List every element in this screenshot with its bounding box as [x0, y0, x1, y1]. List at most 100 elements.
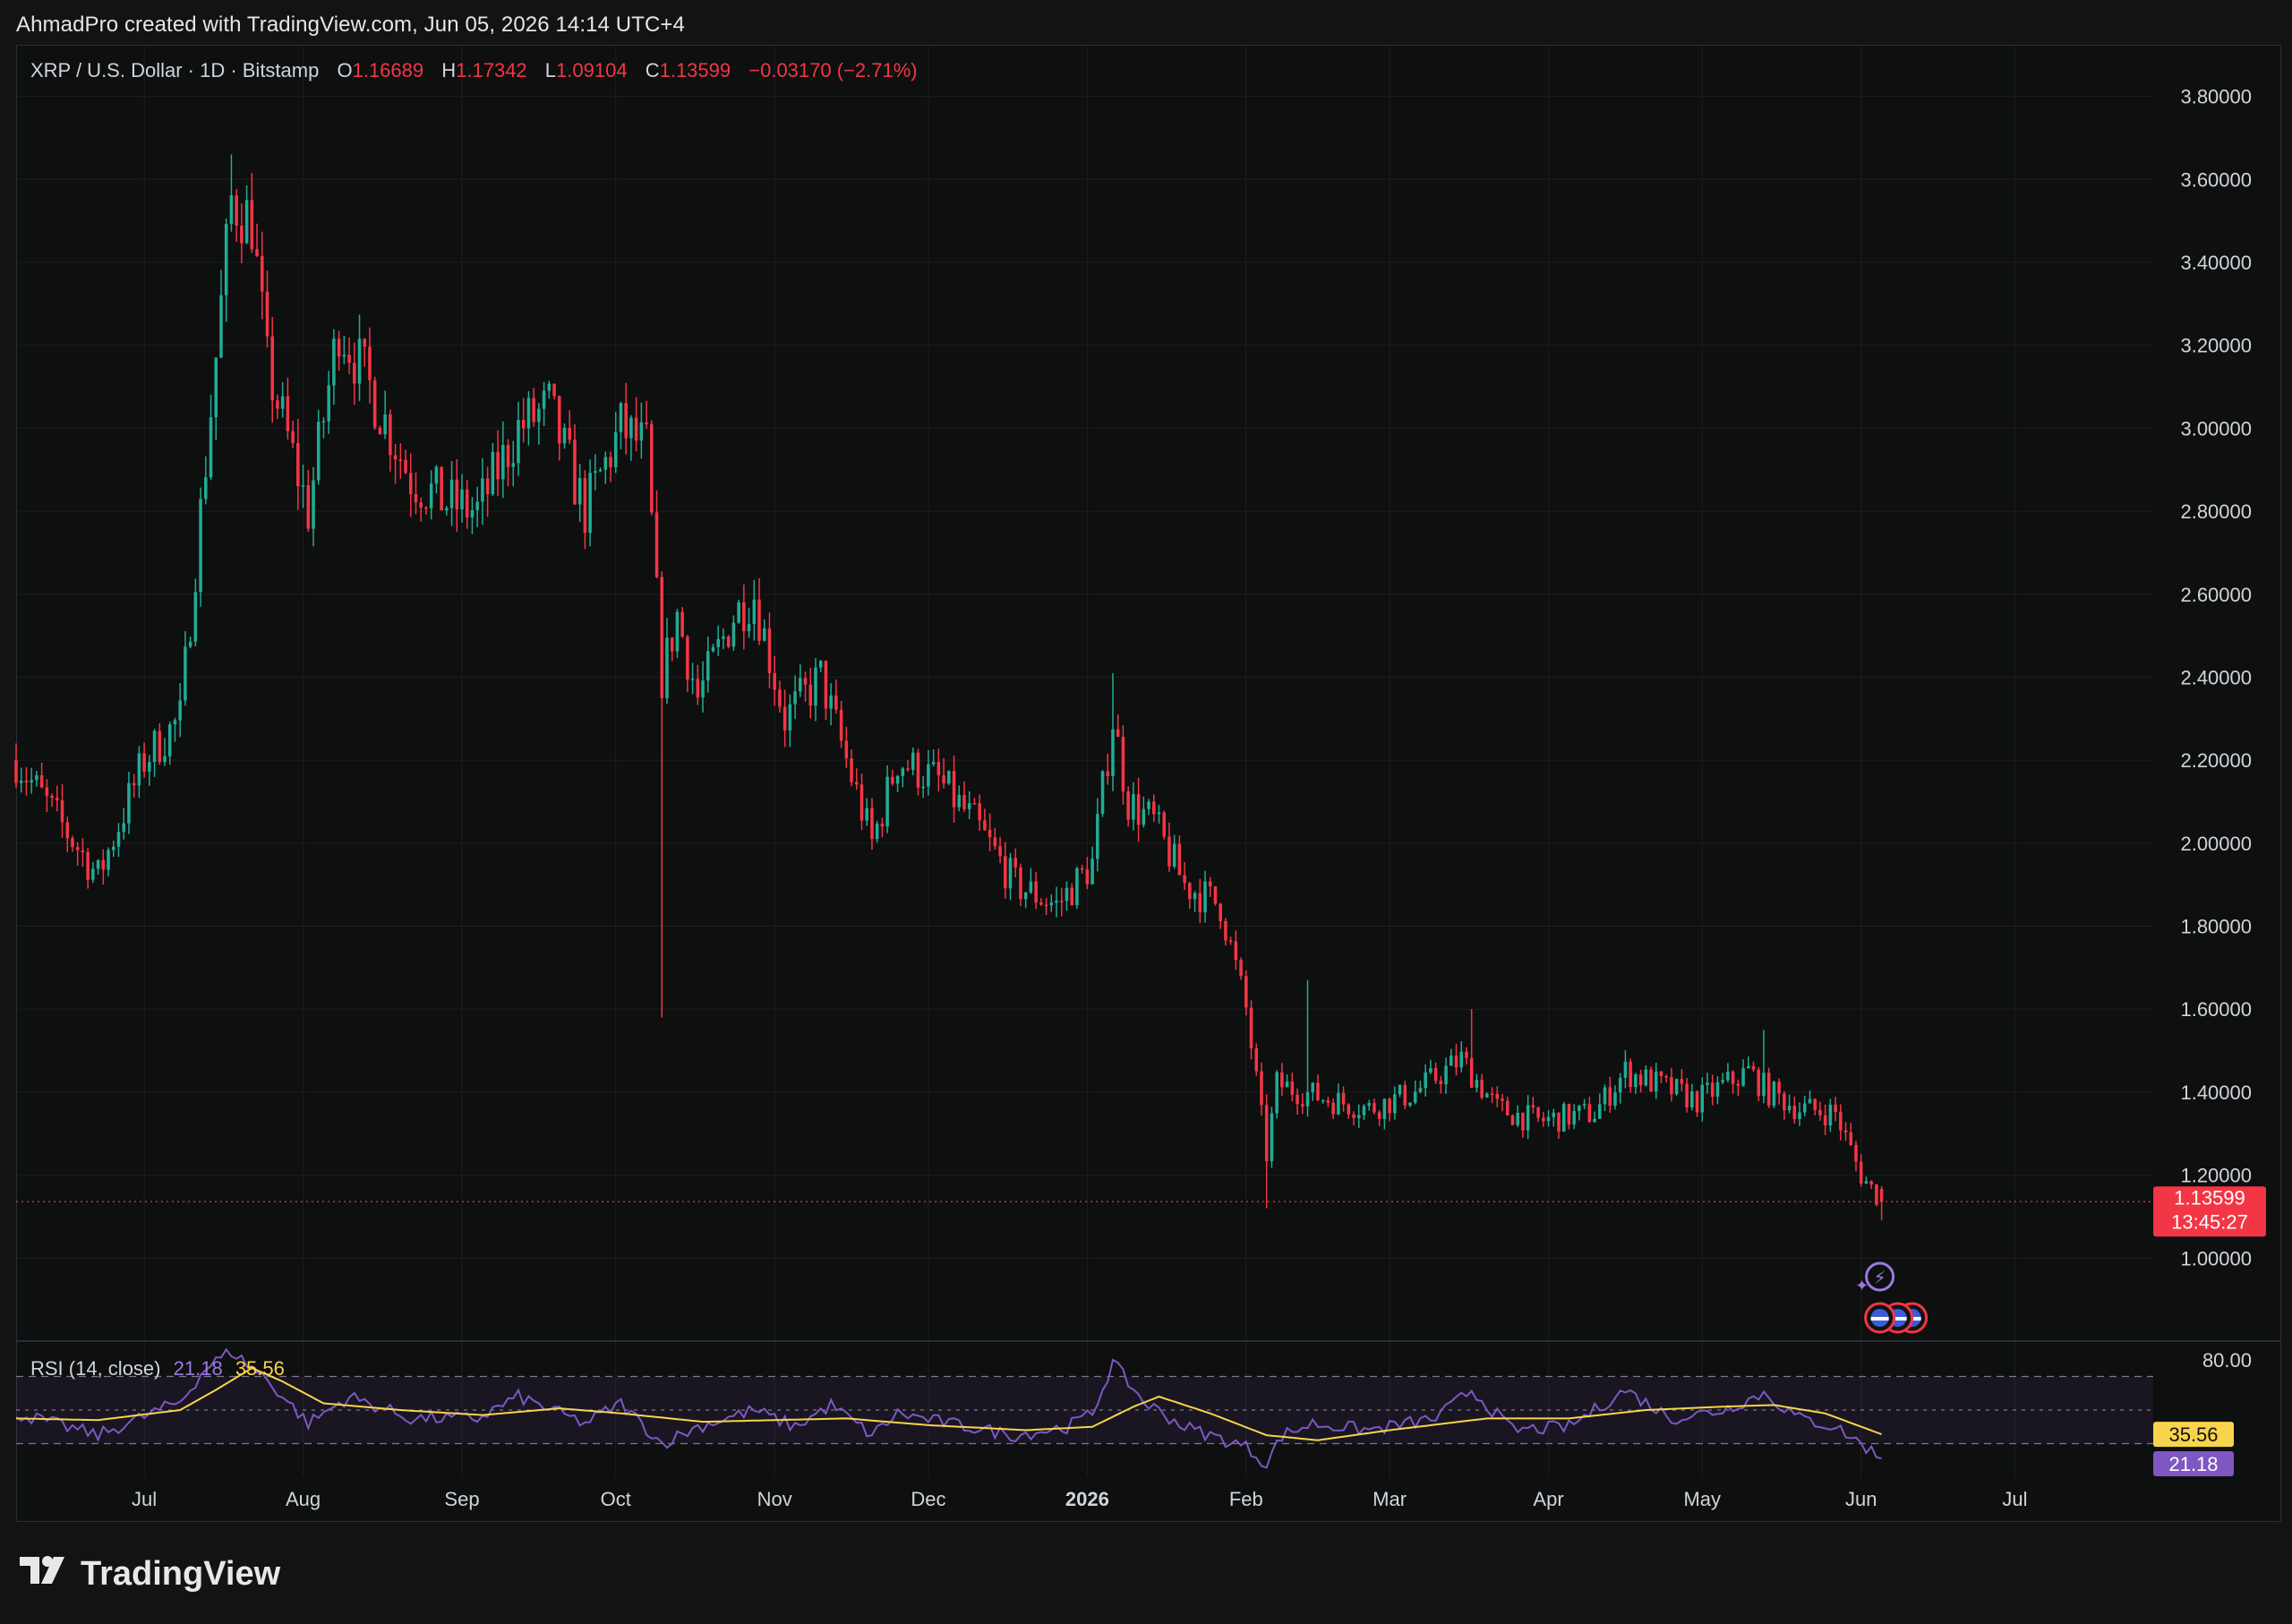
candle-body: [1762, 1073, 1766, 1097]
candle-body: [752, 599, 757, 624]
candle-body: [301, 485, 305, 487]
candle-body: [1501, 1098, 1504, 1101]
candle-body: [767, 628, 772, 673]
candle-body: [178, 700, 182, 721]
candle-body: [163, 756, 167, 763]
candle-body: [1674, 1079, 1679, 1095]
candle-body: [127, 782, 131, 824]
candle-body: [716, 638, 720, 647]
candle-body: [1485, 1093, 1489, 1098]
candle-body: [1552, 1112, 1556, 1117]
candle-body: [552, 383, 556, 397]
candle-body: [1546, 1116, 1551, 1122]
candle-body: [639, 422, 644, 441]
candle-body: [957, 794, 962, 808]
candle-body: [1859, 1161, 1863, 1184]
candle-body: [1818, 1109, 1822, 1115]
x-tick-label: Jun: [1845, 1488, 1877, 1510]
candle-body: [1249, 1007, 1253, 1049]
candle-body: [250, 200, 254, 250]
candle-body: [1136, 794, 1141, 825]
x-tick-label: Feb: [1229, 1488, 1263, 1510]
candle-body: [353, 363, 356, 384]
candle-body: [532, 397, 535, 423]
candle-body: [1634, 1074, 1638, 1088]
candle-body: [978, 803, 981, 821]
candle-body: [1341, 1092, 1346, 1105]
candle-body: [1726, 1072, 1730, 1081]
y-tick-label: 2.00000: [2180, 833, 2252, 855]
candle-body: [778, 689, 782, 707]
candle-body: [56, 798, 59, 800]
candle-body: [475, 501, 479, 510]
candle-body: [414, 494, 418, 503]
candle-body: [1316, 1082, 1320, 1100]
candle-body: [244, 200, 249, 244]
candle-body: [50, 795, 54, 799]
candle-body: [1326, 1099, 1330, 1103]
candle-body: [316, 422, 321, 481]
candle-body: [1352, 1114, 1356, 1118]
candle-body: [1869, 1181, 1873, 1184]
rsi-ma-tag-value: 35.56: [2168, 1423, 2218, 1446]
candle-body: [142, 753, 146, 772]
candle-body: [1337, 1092, 1340, 1115]
candle-body: [1828, 1104, 1833, 1126]
candle-body: [1587, 1104, 1592, 1123]
candle-body: [1347, 1104, 1351, 1115]
candle-body: [1680, 1079, 1684, 1084]
candle-body: [1469, 1057, 1474, 1089]
candle-body: [517, 419, 520, 464]
candle-body: [1393, 1094, 1397, 1114]
lightning-event-icon: [1865, 1261, 1895, 1292]
candle-body: [1531, 1105, 1535, 1107]
candle-body: [235, 195, 238, 226]
candle-body: [537, 408, 541, 423]
candle-body: [485, 478, 490, 494]
candles: [14, 154, 1884, 1221]
candle-body: [737, 602, 740, 623]
candle-body: [460, 489, 464, 510]
candle-body: [332, 338, 336, 386]
candle-body: [101, 859, 106, 870]
candle-body: [1305, 1091, 1310, 1107]
candle-body: [1875, 1184, 1878, 1205]
symbol-title[interactable]: XRP / U.S. Dollar · 1D · Bitstamp: [30, 59, 320, 81]
candle-body: [895, 775, 900, 784]
candle-body: [521, 419, 526, 429]
candle-body: [1193, 893, 1197, 900]
candle-body: [870, 808, 874, 840]
candle-body: [665, 637, 669, 698]
candle-body: [1085, 868, 1090, 885]
candle-body: [1644, 1069, 1648, 1086]
candle-body: [1706, 1082, 1709, 1085]
candle-body: [1044, 904, 1048, 907]
rsi-title[interactable]: RSI (14, close): [30, 1357, 161, 1380]
candle-body: [1879, 1188, 1884, 1202]
candle-body: [347, 355, 351, 363]
candle-body: [1244, 976, 1248, 1008]
candle-body: [1649, 1069, 1653, 1092]
candle-body: [829, 695, 833, 709]
candle-body: [594, 471, 597, 474]
candle-body: [1070, 887, 1073, 906]
candle-body: [993, 837, 997, 847]
candle-body: [91, 868, 95, 880]
candle-body: [1429, 1068, 1432, 1073]
candle-body: [906, 768, 910, 770]
x-tick-label: Dec: [911, 1488, 945, 1510]
candle-body: [96, 859, 100, 869]
candle-body: [1736, 1083, 1740, 1086]
candle-body: [1843, 1130, 1848, 1133]
y-tick-label: 3.00000: [2180, 417, 2252, 440]
candle-body: [1203, 881, 1207, 912]
candle-body: [680, 611, 684, 637]
y-tick-label: 1.00000: [2180, 1247, 2252, 1269]
candle-body: [690, 679, 695, 680]
candle-body: [111, 846, 115, 850]
candle-body: [1777, 1081, 1781, 1094]
x-tick-label: Apr: [1533, 1488, 1563, 1510]
tradingview-logo[interactable]: TradingView: [20, 1554, 280, 1594]
candle-body: [306, 485, 311, 529]
